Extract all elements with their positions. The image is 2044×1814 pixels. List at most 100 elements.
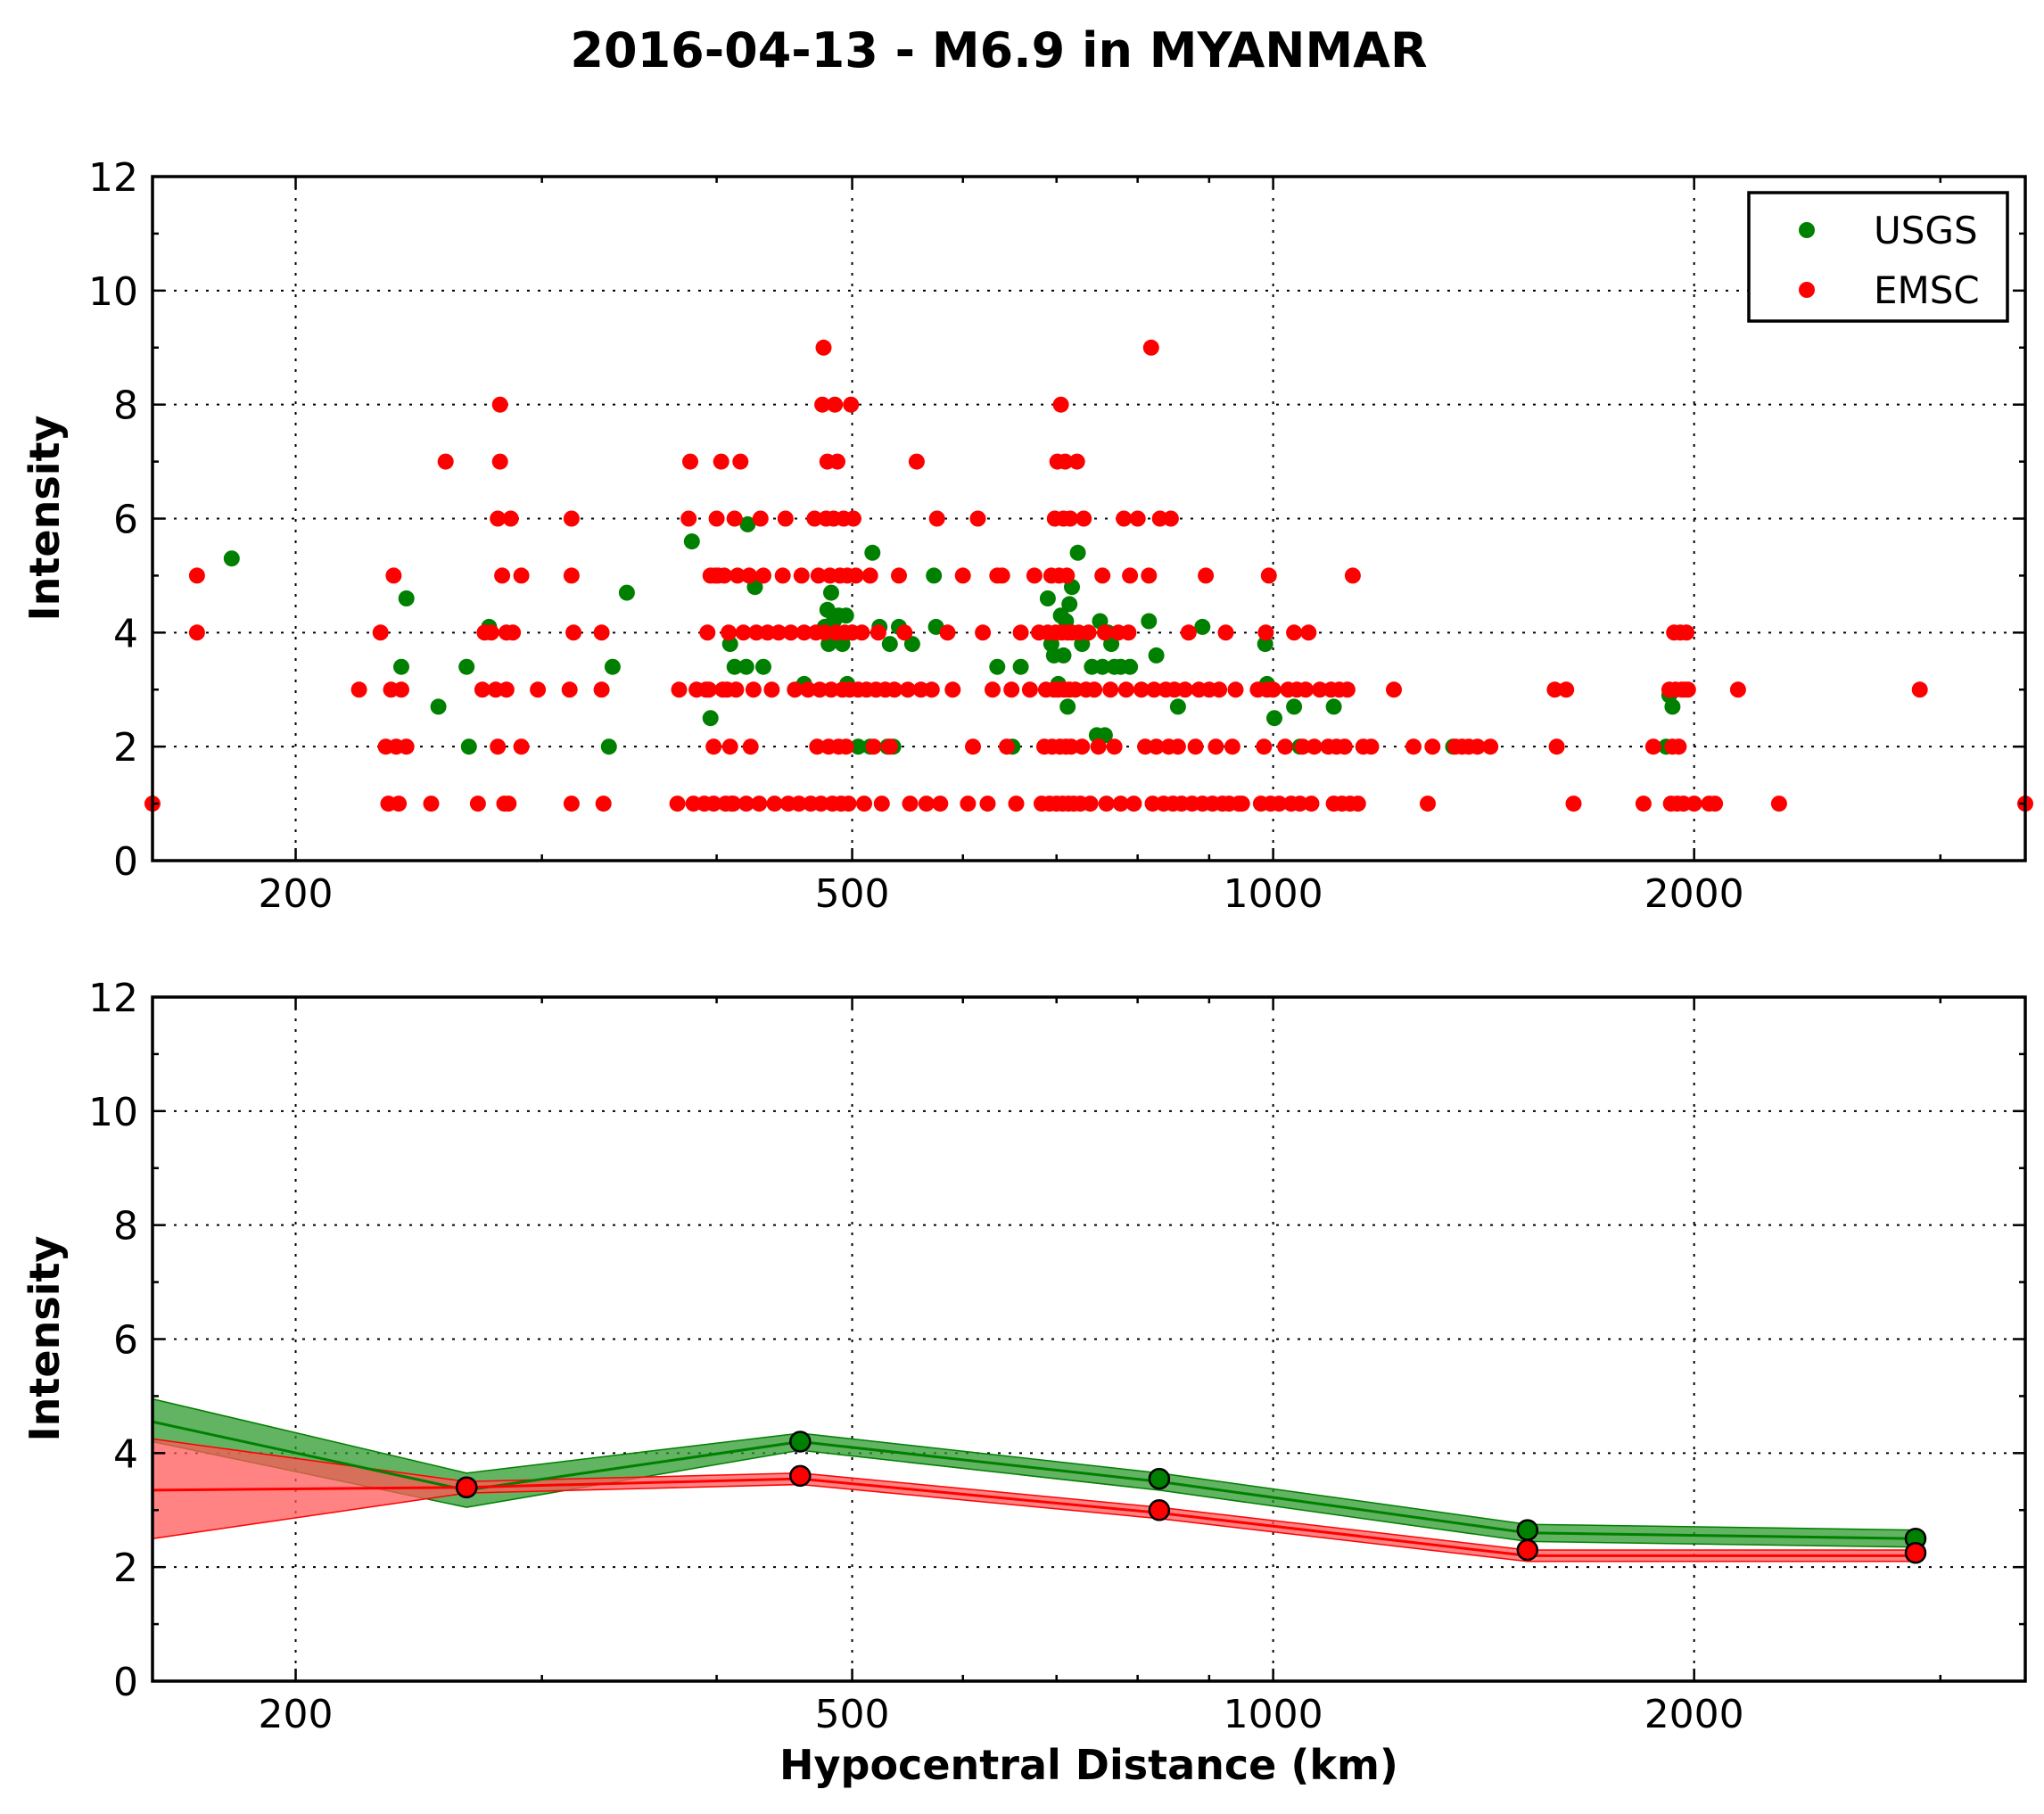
- usgs-point: [1664, 698, 1681, 715]
- usgs-point: [726, 658, 743, 675]
- scatter-x-tick-label: 1000: [1224, 871, 1323, 917]
- usgs-point: [1059, 698, 1076, 715]
- emsc-point: [774, 567, 791, 584]
- usgs-mean-line: [152, 1420, 1916, 1540]
- emsc-point: [829, 453, 845, 470]
- emsc-point: [1685, 796, 1702, 812]
- x-axis-label: Hypocentral Distance (km): [779, 1741, 1398, 1789]
- usgs-point: [460, 738, 477, 755]
- scatter-y-tick-label: 4: [113, 611, 138, 656]
- emsc-point: [755, 567, 771, 584]
- emsc-point: [188, 567, 205, 584]
- emsc-point: [827, 396, 844, 413]
- emsc-point: [513, 567, 530, 584]
- emsc-point: [837, 738, 854, 755]
- emsc-point: [748, 624, 765, 641]
- usgs-point: [430, 698, 447, 715]
- emsc-point: [721, 738, 738, 755]
- emsc-point: [847, 567, 864, 584]
- emsc-point: [787, 681, 804, 698]
- figure-title: 2016-04-13 - M6.9 in MYANMAR: [570, 22, 1427, 78]
- emsc-point: [385, 567, 402, 584]
- emsc-point: [491, 453, 508, 470]
- emsc-point: [908, 453, 925, 470]
- emsc-point: [814, 396, 831, 413]
- usgs-point: [1094, 658, 1111, 675]
- emsc-point: [490, 738, 507, 755]
- emsc-point: [1256, 738, 1273, 755]
- emsc-point: [671, 681, 688, 698]
- usgs-point: [600, 738, 617, 755]
- emsc-point: [932, 796, 949, 812]
- emsc-point: [393, 681, 409, 698]
- usgs-point: [903, 636, 920, 653]
- emsc-point: [1094, 567, 1111, 584]
- usgs-mean-marker: [789, 1431, 812, 1453]
- emsc-point: [1548, 738, 1565, 755]
- emsc-point: [705, 738, 722, 755]
- usgs-point: [864, 544, 881, 561]
- emsc-point: [1207, 738, 1224, 755]
- emsc-point: [777, 510, 794, 527]
- emsc-point: [993, 567, 1010, 584]
- emsc-point: [1137, 738, 1154, 755]
- emsc-point: [745, 681, 762, 698]
- emsc-point: [474, 681, 490, 698]
- emsc-point: [680, 510, 697, 527]
- emsc-mean-marker: [455, 1476, 478, 1498]
- legend-usgs-marker: [1799, 222, 1815, 238]
- emsc-point: [1211, 681, 1228, 698]
- usgs-point: [393, 658, 409, 675]
- emsc-point: [1052, 396, 1069, 413]
- emsc-point: [1546, 681, 1563, 698]
- usgs-point: [398, 590, 415, 606]
- usgs-point: [1148, 647, 1165, 664]
- scatter-y-tick-label: 10: [88, 269, 138, 315]
- emsc-point: [923, 681, 940, 698]
- legend-emsc-label: EMSC: [1874, 268, 1980, 312]
- emsc-point: [1148, 738, 1165, 755]
- emsc-point: [1344, 567, 1361, 584]
- usgs-point: [1194, 618, 1211, 635]
- emsc-point: [437, 453, 454, 470]
- emsc-mean-marker: [1516, 1538, 1539, 1562]
- emsc-point: [699, 624, 716, 641]
- usgs-point: [1012, 658, 1029, 675]
- emsc-point: [1068, 453, 1085, 470]
- usgs-point: [1325, 698, 1342, 715]
- emsc-point: [896, 624, 913, 641]
- emsc-point: [561, 681, 578, 698]
- emsc-point: [593, 681, 610, 698]
- emsc-point: [1271, 796, 1288, 812]
- emsc-point: [979, 796, 996, 812]
- emsc-point: [563, 510, 580, 527]
- emsc-point: [886, 681, 902, 698]
- mean-series: [152, 1398, 1927, 1564]
- emsc-point: [763, 681, 780, 698]
- emsc-point: [782, 624, 799, 641]
- emsc-point: [751, 796, 768, 812]
- emsc-point: [823, 681, 839, 698]
- usgs-point: [1069, 544, 1086, 561]
- usgs-point: [755, 658, 771, 675]
- emsc-point: [812, 796, 829, 812]
- emsc-point: [735, 624, 752, 641]
- emsc-point: [188, 624, 205, 641]
- mean-x-tick-label: 200: [259, 1692, 334, 1737]
- emsc-point: [1303, 796, 1320, 812]
- emsc-point: [1102, 681, 1119, 698]
- emsc-point: [816, 624, 833, 641]
- mean-x-tick-label: 1000: [1224, 1692, 1323, 1737]
- emsc-point: [1129, 510, 1146, 527]
- emsc-point: [1277, 738, 1294, 755]
- emsc-point: [1424, 738, 1441, 755]
- emsc-point: [713, 453, 729, 470]
- scatter-points: [144, 339, 2033, 812]
- emsc-point: [1059, 567, 1076, 584]
- emsc-point: [815, 339, 832, 356]
- emsc-point: [1670, 738, 1687, 755]
- emsc-point: [1405, 738, 1422, 755]
- emsc-point: [999, 738, 1015, 755]
